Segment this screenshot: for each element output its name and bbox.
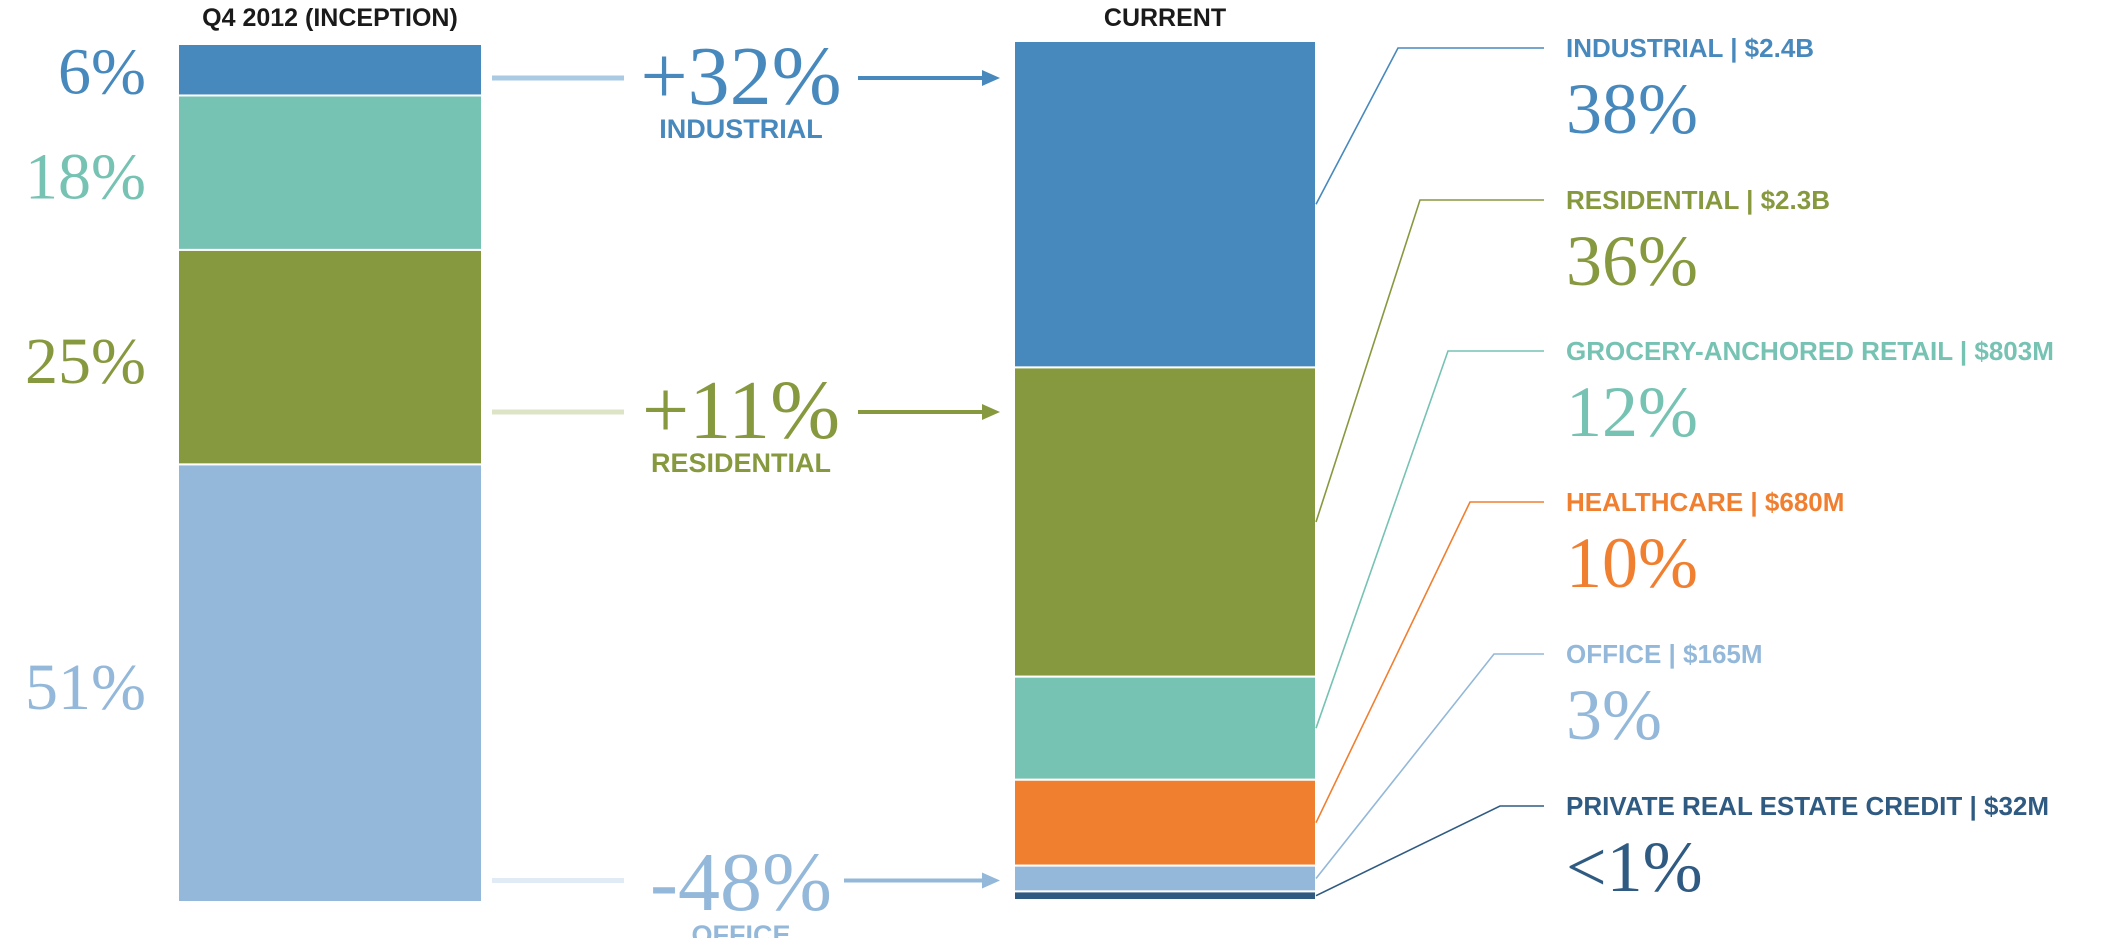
change-label-residential: RESIDENTIAL xyxy=(651,448,831,478)
change-label-industrial: INDUSTRIAL xyxy=(659,114,823,144)
inception-value-grocery-anchored-retail: 18% xyxy=(25,141,146,214)
inception-bar-office xyxy=(177,463,483,903)
legend-label-grocery-anchored-retail: GROCERY-ANCHORED RETAIL | $803M xyxy=(1566,336,2054,366)
current-value-industrial: 38% xyxy=(1566,69,1698,149)
legend-label-healthcare: HEALTHCARE | $680M xyxy=(1566,487,1844,517)
inception-bar-residential xyxy=(177,248,483,466)
current-bar-industrial xyxy=(1013,40,1317,369)
legend-label-office: OFFICE | $165M xyxy=(1566,639,1763,669)
leader-line-grocery-anchored-retail xyxy=(1315,350,1544,729)
leader-line-office xyxy=(1315,653,1544,880)
current-bar-private-real-estate-credit xyxy=(1013,890,1317,901)
current-value-private-real-estate-credit: <1% xyxy=(1566,827,1703,907)
arrowhead-icon xyxy=(982,70,1000,86)
current-value-office: 3% xyxy=(1566,675,1662,755)
change-label-office: OFFICE xyxy=(692,920,791,938)
arrowhead-icon xyxy=(982,404,1000,420)
current-bar-office xyxy=(1013,864,1317,893)
current-value-grocery-anchored-retail: 12% xyxy=(1566,372,1698,452)
legend-label-private-real-estate-credit: PRIVATE REAL ESTATE CREDIT | $32M xyxy=(1566,791,2049,821)
legend-label-residential: RESIDENTIAL | $2.3B xyxy=(1566,185,1830,215)
leader-line-residential xyxy=(1315,199,1544,523)
leader-line-private-real-estate-credit xyxy=(1315,805,1544,897)
change-value-residential: +11% xyxy=(642,364,840,457)
leader-line-healthcare xyxy=(1315,501,1544,824)
current-column-title: CURRENT xyxy=(1104,4,1226,32)
current-value-residential: 36% xyxy=(1566,221,1698,301)
arrowhead-icon xyxy=(982,872,1000,889)
current-bar-residential xyxy=(1013,366,1317,678)
current-bar-grocery-anchored-retail xyxy=(1013,675,1317,781)
leader-line-industrial xyxy=(1315,47,1544,205)
inception-value-office: 51% xyxy=(25,651,146,724)
change-value-office: -48% xyxy=(650,836,832,929)
inception-value-industrial: 6% xyxy=(58,36,146,109)
inception-bar-industrial xyxy=(177,43,483,97)
inception-bar-grocery-anchored-retail xyxy=(177,94,483,251)
change-value-industrial: +32% xyxy=(640,30,841,123)
legend-label-industrial: INDUSTRIAL | $2.4B xyxy=(1566,33,1814,63)
inception-value-residential: 25% xyxy=(25,325,146,398)
current-value-healthcare: 10% xyxy=(1566,523,1698,603)
inception-column-title: Q4 2012 (INCEPTION) xyxy=(202,4,458,32)
current-bar-healthcare xyxy=(1013,778,1317,867)
